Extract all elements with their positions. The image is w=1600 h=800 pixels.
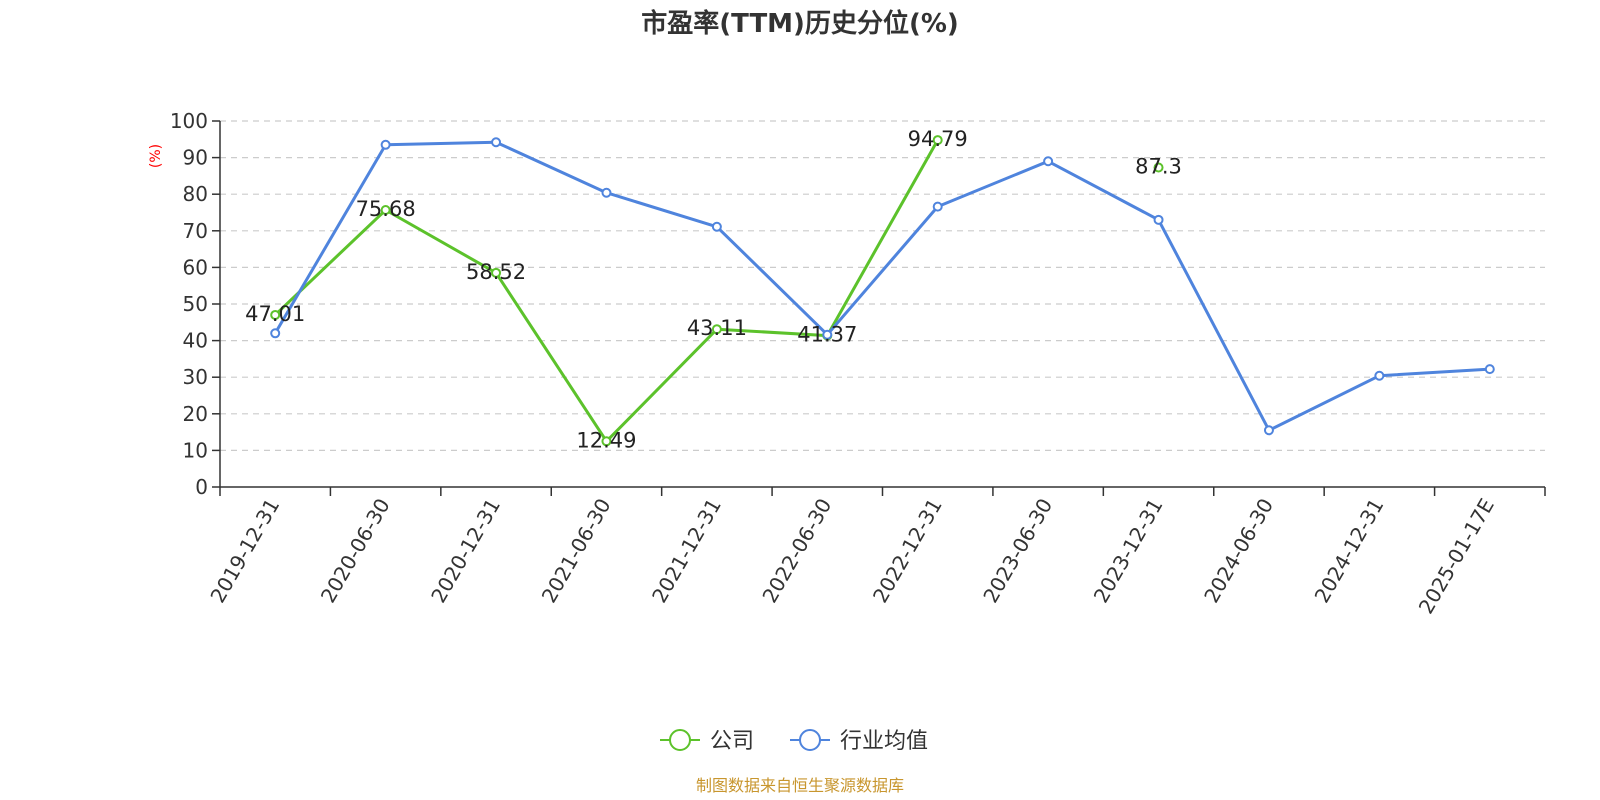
- x-axis-ticks: 2019-12-31 2020-06-30 2020-12-31 2021-06-30…: [205, 487, 1546, 618]
- data-point[interactable]: [932, 201, 943, 212]
- data-point[interactable]: [1043, 156, 1054, 167]
- x-tick-label: 2023-06-30: [978, 494, 1057, 607]
- data-point[interactable]: [380, 205, 391, 216]
- data-label: 58.52: [466, 260, 526, 284]
- y-axis-ticks: 0 10 20 30 40 50 60 70 80 90 100: [170, 109, 220, 499]
- data-labels: 47.01 75.68 58.52 12.49 43.11 41.37 94.79 87.3: [245, 127, 1182, 452]
- y-tick-label: 50: [183, 292, 208, 316]
- x-tick-label: 2021-06-30: [537, 494, 616, 607]
- x-tick-label: 2022-12-31: [868, 494, 947, 607]
- y-tick-label: 0: [195, 475, 208, 499]
- data-point[interactable]: [1263, 425, 1274, 436]
- x-tick-label: 2019-12-31: [205, 494, 284, 607]
- data-point[interactable]: [491, 137, 502, 148]
- data-point[interactable]: [711, 324, 722, 335]
- data-point[interactable]: [932, 135, 943, 146]
- x-tick-label: 2023-12-31: [1089, 494, 1168, 607]
- y-tick-label: 60: [183, 255, 208, 279]
- x-tick-label: 2020-06-30: [316, 494, 395, 607]
- y-tick-label: 30: [183, 365, 208, 389]
- data-point[interactable]: [1153, 162, 1164, 173]
- data-point[interactable]: [1153, 214, 1164, 225]
- data-label: 41.37: [797, 323, 857, 347]
- x-tick-label: 2022-06-30: [757, 494, 836, 607]
- y-tick-label: 90: [183, 146, 208, 170]
- legend-marker: [799, 729, 821, 751]
- data-point[interactable]: [822, 329, 833, 340]
- source-note: 制图数据来自恒生聚源数据库: [696, 776, 904, 795]
- legend-label: 行业均值: [840, 729, 928, 754]
- data-point[interactable]: [380, 139, 391, 150]
- data-point[interactable]: [491, 267, 502, 278]
- data-point[interactable]: [601, 187, 612, 198]
- x-tick-label: 2024-06-30: [1199, 494, 1278, 607]
- data-point[interactable]: [270, 309, 281, 320]
- legend-item[interactable]: 公司: [660, 729, 754, 754]
- data-point[interactable]: [270, 328, 281, 339]
- data-label: 87.3: [1135, 154, 1182, 178]
- data-point[interactable]: [711, 221, 722, 232]
- y-tick-label: 70: [183, 219, 208, 243]
- legend-item[interactable]: 行业均值: [790, 729, 928, 754]
- y-axis-label: (%): [148, 144, 164, 168]
- series-1: [270, 135, 1164, 447]
- y-tick-label: 10: [183, 438, 208, 462]
- y-tick-label: 80: [183, 182, 208, 206]
- series-line: [275, 140, 1158, 441]
- series-2: [270, 137, 1495, 436]
- x-tick-label: 2020-12-31: [426, 494, 505, 607]
- data-point[interactable]: [1374, 370, 1385, 381]
- y-tick-label: 20: [183, 402, 208, 426]
- data-label: 12.49: [576, 428, 636, 452]
- chart-title: 市盈率(TTM)历史分位(%): [641, 8, 959, 39]
- data-label: 75.68: [356, 197, 416, 221]
- legend-label: 公司: [710, 729, 754, 754]
- legend-marker: [669, 729, 691, 751]
- data-point[interactable]: [1484, 364, 1495, 375]
- x-tick-label: 2021-12-31: [647, 494, 726, 607]
- series-layer: [270, 135, 1495, 447]
- grid-lines: [220, 120, 1545, 451]
- y-tick-label: 40: [183, 329, 208, 353]
- data-point[interactable]: [601, 436, 612, 447]
- legend[interactable]: 公司 行业均值: [660, 729, 928, 754]
- series-line: [273, 140, 1490, 432]
- data-label: 94.79: [908, 127, 968, 151]
- x-tick-label: 2025-01-17E: [1414, 494, 1499, 618]
- x-tick-label: 2024-12-31: [1310, 494, 1389, 607]
- data-label: 47.01: [245, 302, 305, 326]
- y-tick-label: 100: [170, 109, 208, 133]
- data-label: 43.11: [687, 316, 747, 340]
